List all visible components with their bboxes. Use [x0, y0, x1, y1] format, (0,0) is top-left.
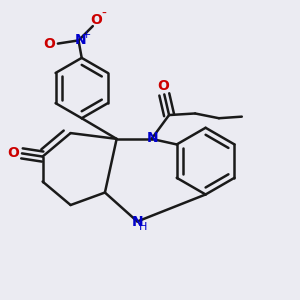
Text: N: N: [147, 131, 158, 145]
Text: O: O: [157, 80, 169, 94]
Text: -: -: [101, 7, 106, 21]
Text: H: H: [139, 222, 147, 232]
Text: O: O: [90, 14, 102, 27]
Text: O: O: [7, 146, 19, 160]
Text: N: N: [131, 215, 143, 229]
Text: N: N: [74, 33, 86, 47]
Text: O: O: [43, 37, 55, 51]
Text: +: +: [82, 30, 91, 40]
